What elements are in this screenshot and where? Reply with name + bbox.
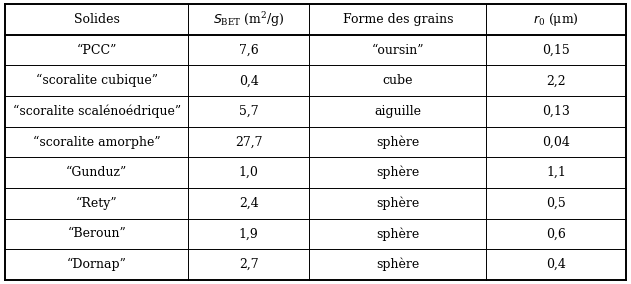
Text: 0,04: 0,04 xyxy=(542,135,570,149)
Text: 7,6: 7,6 xyxy=(239,44,259,57)
Text: 2,7: 2,7 xyxy=(239,258,259,271)
Text: 2,2: 2,2 xyxy=(546,74,566,87)
Text: sphère: sphère xyxy=(376,166,420,179)
Text: “Beroun”: “Beroun” xyxy=(68,227,126,240)
Text: “Rety”: “Rety” xyxy=(76,197,117,210)
Text: “Gunduz”: “Gunduz” xyxy=(66,166,127,179)
Text: 0,4: 0,4 xyxy=(239,74,259,87)
Text: 0,4: 0,4 xyxy=(546,258,566,271)
Text: sphère: sphère xyxy=(376,135,420,149)
Text: 0,5: 0,5 xyxy=(546,197,566,210)
Text: sphère: sphère xyxy=(376,227,420,241)
Text: 1,1: 1,1 xyxy=(546,166,566,179)
Text: 1,9: 1,9 xyxy=(239,227,259,240)
Text: 5,7: 5,7 xyxy=(239,105,259,118)
Text: “Dornap”: “Dornap” xyxy=(67,258,127,271)
Text: 0,13: 0,13 xyxy=(542,105,570,118)
Text: 2,4: 2,4 xyxy=(239,197,259,210)
Text: Forme des grains: Forme des grains xyxy=(343,13,453,26)
Text: “scoralite scalénoédrique”: “scoralite scalénoédrique” xyxy=(13,105,180,118)
Text: $S_{\mathregular{BET}}\ \mathregular{(m^2/g)}$: $S_{\mathregular{BET}}\ \mathregular{(m^… xyxy=(213,10,285,29)
Text: 27,7: 27,7 xyxy=(235,135,262,149)
Text: sphère: sphère xyxy=(376,197,420,210)
Text: “oursin”: “oursin” xyxy=(372,44,424,57)
Text: 0,15: 0,15 xyxy=(542,44,570,57)
Text: cube: cube xyxy=(382,74,413,87)
Text: “scoralite cubique”: “scoralite cubique” xyxy=(35,74,158,87)
Text: 0,6: 0,6 xyxy=(546,227,566,240)
Text: 1,0: 1,0 xyxy=(239,166,259,179)
Text: “scoralite amorphe”: “scoralite amorphe” xyxy=(33,135,160,149)
Text: Solides: Solides xyxy=(74,13,119,26)
Text: sphère: sphère xyxy=(376,258,420,271)
Text: $r_{\mathregular{0}}\ \mathregular{(\mu m)}$: $r_{\mathregular{0}}\ \mathregular{(\mu … xyxy=(533,11,579,28)
Text: aiguille: aiguille xyxy=(374,105,422,118)
Text: “PCC”: “PCC” xyxy=(76,44,117,57)
